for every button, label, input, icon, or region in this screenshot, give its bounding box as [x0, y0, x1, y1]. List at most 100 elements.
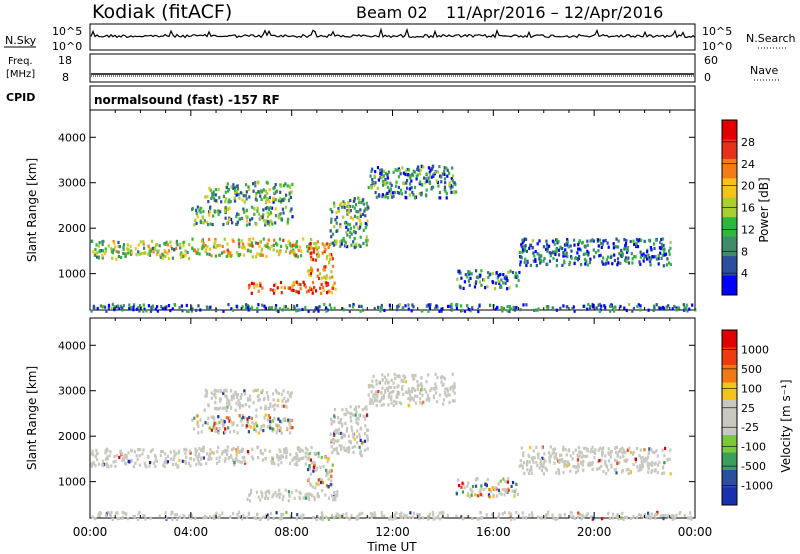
echo-cell — [249, 425, 253, 429]
echo-cell — [566, 240, 569, 244]
echo-cell — [647, 308, 650, 312]
echo-cell — [314, 258, 317, 262]
echo-cell — [276, 453, 279, 457]
echo-cell — [293, 250, 296, 254]
echo-cell — [609, 255, 612, 259]
echo-cell — [250, 241, 253, 245]
echo-cell — [308, 477, 311, 481]
echo-cell — [90, 452, 93, 456]
echo-cell — [227, 189, 230, 193]
echo-cell — [241, 423, 244, 427]
echo-cell — [591, 462, 594, 466]
echo-cell — [570, 249, 573, 253]
echo-cell — [365, 238, 368, 242]
echo-cell — [216, 389, 220, 393]
echo-cell — [533, 456, 536, 460]
echo-cell — [408, 516, 411, 520]
echo-cell — [236, 220, 239, 224]
echo-cell — [316, 515, 319, 519]
echo-cell — [362, 212, 365, 216]
echo-cell — [121, 452, 124, 456]
echo-cell — [257, 289, 260, 293]
echo-cell — [271, 427, 274, 431]
echo-cell — [517, 278, 520, 282]
echo-cell — [538, 257, 541, 261]
echo-cell — [595, 306, 598, 310]
echo-cell — [248, 499, 252, 503]
echo-cell — [259, 281, 262, 285]
echo-cell — [308, 464, 311, 468]
echo-cell — [398, 191, 401, 195]
echo-cell — [475, 477, 478, 481]
echo-cell — [371, 167, 374, 171]
echo-cell — [282, 184, 286, 188]
echo-cell — [137, 517, 140, 522]
echo-cell — [639, 456, 643, 460]
echo-cell — [489, 490, 492, 494]
echo-cell — [445, 192, 448, 196]
echo-cell — [304, 285, 307, 289]
echo-cell — [543, 516, 546, 520]
echo-cell — [460, 515, 463, 519]
echo-cell — [389, 181, 392, 185]
echo-cell — [481, 494, 484, 498]
echo-cell — [237, 398, 240, 403]
echo-cell — [138, 447, 142, 452]
echo-cell — [187, 309, 190, 313]
echo-cell — [182, 244, 185, 248]
echo-cell — [363, 209, 366, 213]
echo-cell — [515, 482, 518, 486]
echo-cell — [582, 515, 585, 519]
echo-cell — [254, 388, 258, 392]
echo-cell — [261, 286, 264, 290]
echo-cell — [246, 450, 250, 454]
echo-cell — [351, 205, 354, 209]
echo-cell — [276, 404, 279, 408]
echo-cell — [379, 305, 382, 310]
echo-cell — [627, 256, 630, 260]
echo-cell — [529, 446, 532, 450]
echo-cell — [279, 426, 282, 430]
echo-cell — [609, 309, 612, 313]
echo-cell — [390, 401, 393, 405]
echo-cell — [672, 514, 675, 518]
echo-cell — [270, 206, 274, 210]
echo-cell — [252, 457, 255, 461]
echo-cell — [423, 387, 426, 391]
echo-cell — [617, 450, 620, 454]
echo-cell — [246, 420, 249, 424]
echo-cell — [438, 190, 441, 195]
echo-cell — [506, 480, 509, 484]
nave-tick-top: 60 — [704, 54, 718, 67]
echo-cell — [407, 173, 410, 177]
echo-cell — [453, 399, 456, 403]
echo-cell — [277, 213, 281, 217]
echo-cell — [420, 309, 423, 313]
echo-cell — [282, 389, 285, 393]
echo-cell — [345, 429, 348, 433]
echo-cell — [244, 183, 248, 187]
echo-cell — [486, 477, 489, 482]
echo-cell — [264, 496, 267, 500]
echo-cell — [576, 458, 580, 462]
echo-cell — [213, 423, 216, 427]
echo-cell — [298, 490, 301, 494]
echo-cell — [196, 457, 199, 461]
echo-cell — [280, 431, 283, 435]
echo-cell — [169, 244, 172, 249]
echo-cell — [366, 413, 369, 417]
echo-cell — [215, 421, 218, 425]
echo-cell — [236, 431, 239, 435]
echo-cell — [200, 430, 203, 434]
echo-cell — [149, 461, 152, 465]
echo-cell — [497, 515, 500, 519]
echo-cell — [277, 492, 280, 496]
echo-cell — [440, 380, 443, 384]
echo-cell — [683, 306, 686, 310]
echo-cell — [228, 251, 231, 255]
echo-cell — [416, 512, 419, 516]
echo-cell — [451, 308, 454, 312]
echo-cell — [236, 184, 239, 188]
echo-cell — [217, 244, 220, 248]
